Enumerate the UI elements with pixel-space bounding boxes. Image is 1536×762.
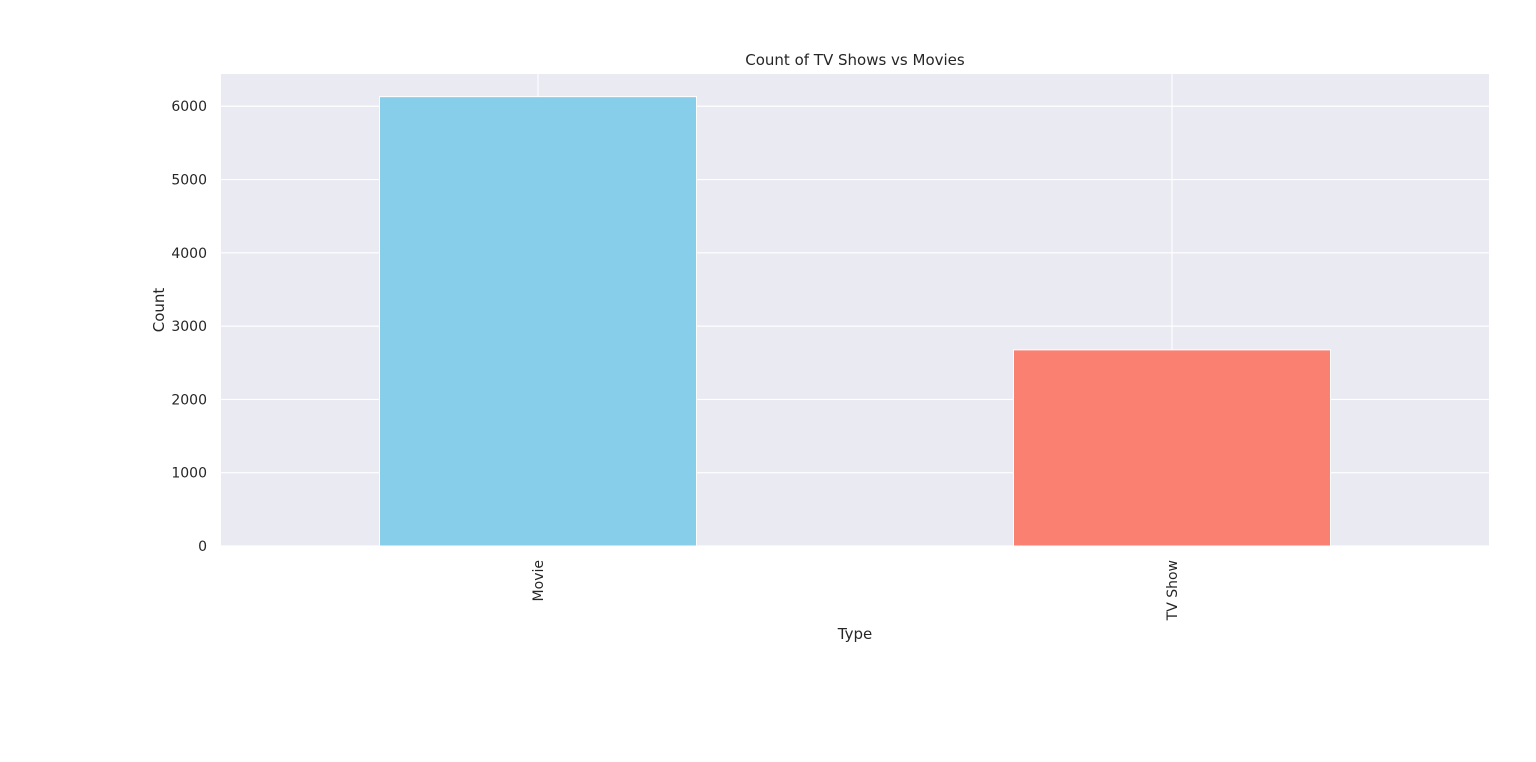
y-tick-label: 5000: [171, 173, 207, 189]
y-tick-label: 0: [198, 539, 207, 555]
y-tick-label: 1000: [171, 466, 207, 482]
y-tick-label: 2000: [171, 392, 207, 408]
bar-movie: [379, 96, 697, 547]
y-axis-ticks: 0 1000 2000 3000 4000 5000 6000: [171, 99, 207, 555]
y-axis-title: Count: [150, 288, 168, 333]
bar-tv-show: [1013, 349, 1331, 547]
x-axis-title: Type: [837, 625, 872, 643]
bars: [379, 96, 1331, 547]
y-tick-label: 3000: [171, 319, 207, 335]
y-tick-label: 4000: [171, 246, 207, 262]
x-tick-label: Movie: [531, 560, 547, 601]
x-tick-label: TV Show: [1165, 560, 1181, 621]
x-axis-ticks: Movie TV Show: [531, 560, 1181, 621]
y-tick-label: 6000: [171, 99, 207, 115]
chart-title: Count of TV Shows vs Movies: [745, 51, 965, 69]
